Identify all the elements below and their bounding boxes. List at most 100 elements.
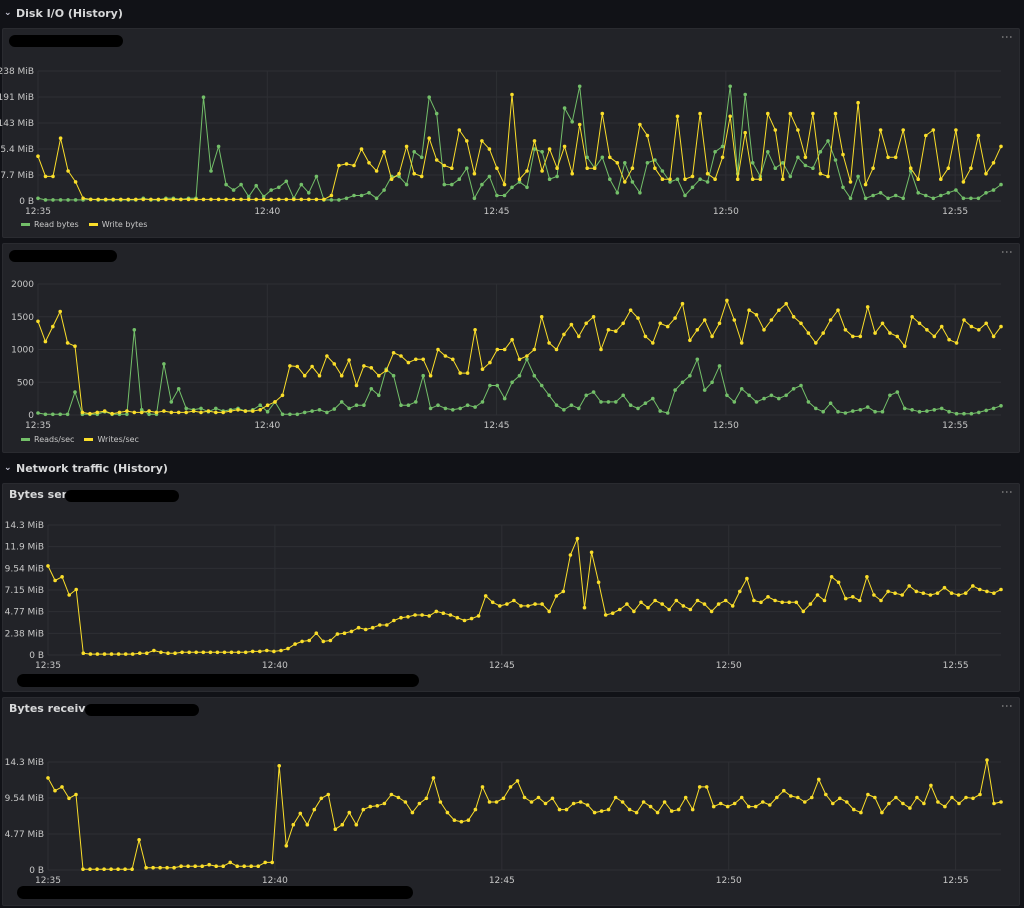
data-point [589, 550, 594, 555]
data-point [352, 193, 356, 198]
data-point [103, 197, 108, 202]
data-point [368, 804, 373, 809]
data-point [865, 575, 869, 579]
data-point [46, 564, 50, 568]
data-point [480, 139, 484, 143]
data-point [746, 804, 751, 809]
data-point [777, 396, 781, 401]
panel-menu-icon[interactable]: ⋮ [1000, 31, 1014, 43]
data-point [132, 328, 137, 332]
data-point [299, 182, 304, 187]
x-tick-label: 12:45 [484, 421, 510, 431]
data-point [221, 864, 225, 868]
data-point [818, 171, 823, 176]
data-point [434, 111, 439, 116]
data-point [473, 405, 477, 409]
data-point [886, 589, 890, 594]
data-point [747, 308, 751, 312]
panel-menu-icon[interactable]: ⋮ [1000, 486, 1014, 498]
data-point [325, 410, 329, 415]
data-point [95, 867, 99, 871]
data-point [668, 177, 672, 181]
data-point [451, 357, 455, 362]
legend-item[interactable]: Reads/sec [21, 435, 74, 444]
data-point [81, 196, 85, 201]
data-point [759, 600, 763, 605]
data-point [385, 623, 389, 627]
chevron-down-icon[interactable]: ⌄ [4, 463, 12, 473]
data-point [139, 410, 144, 415]
data-point [753, 804, 758, 809]
data-point [125, 412, 129, 417]
data-point [718, 801, 723, 806]
data-point [895, 390, 900, 394]
data-point [584, 393, 588, 398]
data-point [525, 169, 529, 173]
legend-item[interactable]: Read bytes [21, 220, 79, 229]
data-point [761, 800, 765, 804]
data-point [562, 332, 566, 337]
data-point [436, 347, 440, 352]
data-point [992, 801, 996, 806]
data-point [673, 388, 677, 392]
data-point [739, 387, 744, 391]
data-point [665, 324, 670, 329]
data-point [754, 400, 759, 404]
data-point [954, 341, 959, 345]
data-point [88, 652, 93, 656]
data-point [354, 822, 359, 827]
data-point [768, 803, 772, 807]
data-point [421, 373, 426, 378]
x-tick-label: 12:45 [489, 661, 515, 671]
data-point [773, 598, 777, 603]
data-point [571, 801, 576, 806]
data-point [639, 600, 643, 605]
panel-menu-icon[interactable]: ⋮ [1000, 246, 1014, 258]
data-point [109, 867, 113, 871]
data-point [490, 600, 495, 605]
panel-title: Bytes sent [9, 488, 75, 501]
data-point [569, 403, 574, 407]
data-point [246, 197, 251, 202]
data-point [947, 409, 951, 414]
data-point [314, 174, 319, 179]
data-point [525, 185, 529, 190]
data-point [570, 120, 574, 124]
data-point [743, 130, 747, 135]
data-point [557, 807, 562, 812]
data-point [886, 196, 890, 201]
row-header-network[interactable]: ⌄ Network traffic (History) [0, 455, 1024, 481]
data-point [410, 810, 415, 815]
x-tick-label: 12:45 [489, 876, 515, 886]
data-point [406, 360, 411, 365]
chevron-down-icon[interactable]: ⌄ [4, 8, 12, 18]
data-point [766, 595, 770, 599]
data-point [458, 406, 463, 411]
data-point [698, 177, 702, 181]
data-point [208, 650, 213, 655]
data-point [169, 400, 174, 404]
data-point [434, 158, 439, 162]
data-point [329, 198, 334, 202]
row-header-disk-io[interactable]: ⌄ Disk I/O (History) [0, 0, 1024, 26]
data-point [457, 128, 462, 132]
data-point [377, 393, 381, 398]
data-point [156, 197, 161, 202]
data-point [901, 801, 905, 806]
data-point [384, 368, 389, 373]
panel-menu-icon[interactable]: ⋮ [1000, 700, 1014, 712]
data-point [954, 411, 959, 416]
series-line [37, 299, 1002, 415]
data-point [625, 602, 629, 606]
data-point [949, 591, 954, 595]
data-point [613, 795, 618, 800]
data-point [841, 185, 845, 190]
data-point [676, 807, 681, 812]
data-point [455, 615, 460, 620]
legend-item[interactable]: Writes/sec [84, 435, 139, 444]
data-point [459, 819, 464, 824]
legend-item[interactable]: Write bytes [88, 220, 147, 229]
data-point [725, 393, 729, 398]
data-point [397, 171, 401, 176]
data-point [562, 408, 566, 412]
